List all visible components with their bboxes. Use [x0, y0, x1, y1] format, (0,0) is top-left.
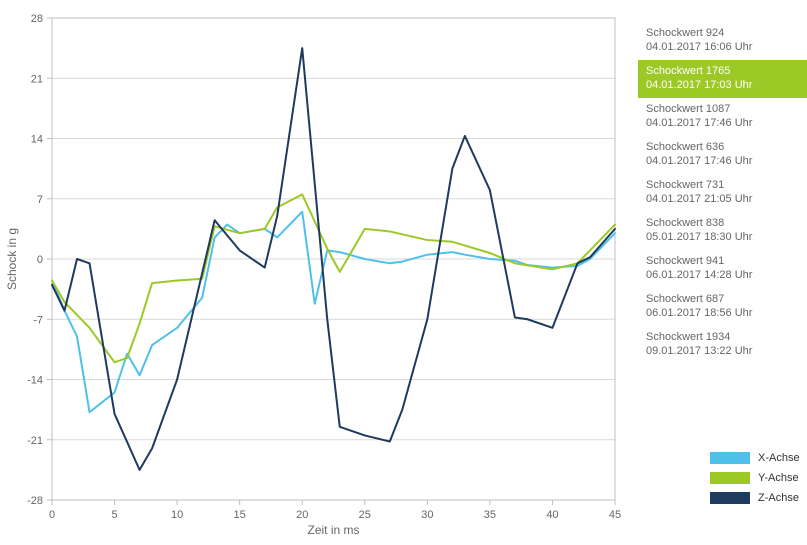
chart-svg: 0 5 10 15 20 25 30 35 40 45 -28 -21 -14 -7 0 7 14 21 28 Zei…	[0, 0, 630, 540]
event-item-title: Schockwert 838	[646, 216, 800, 230]
legend-item[interactable]: Y-Achse	[710, 468, 802, 488]
svg-text:10: 10	[171, 509, 183, 521]
event-item[interactable]: Schockwert 193409.01.2017 13:22 Uhr	[638, 326, 807, 364]
legend-swatch	[710, 452, 750, 464]
svg-text:0: 0	[49, 509, 55, 521]
event-item[interactable]: Schockwert 73104.01.2017 21:05 Uhr	[638, 174, 807, 212]
event-item[interactable]: Schockwert 83805.01.2017 18:30 Uhr	[638, 212, 807, 250]
svg-text:15: 15	[234, 509, 246, 521]
legend-swatch	[710, 472, 750, 484]
legend-label: Z-Achse	[758, 492, 802, 504]
event-item-title: Schockwert 941	[646, 254, 800, 268]
event-item[interactable]: Schockwert 94106.01.2017 14:28 Uhr	[638, 250, 807, 288]
event-item[interactable]: Schockwert 92404.01.2017 16:06 Uhr	[638, 22, 807, 60]
event-item[interactable]: Schockwert 108704.01.2017 17:46 Uhr	[638, 98, 807, 136]
svg-text:21: 21	[31, 73, 43, 85]
svg-text:35: 35	[484, 509, 496, 521]
legend-item[interactable]: X-Achse	[710, 448, 802, 468]
event-item[interactable]: Schockwert 63604.01.2017 17:46 Uhr	[638, 136, 807, 174]
event-item-title: Schockwert 924	[646, 26, 800, 40]
svg-text:-28: -28	[27, 495, 43, 507]
event-item-timestamp: 04.01.2017 17:46 Uhr	[646, 154, 800, 168]
svg-text:45: 45	[609, 509, 621, 521]
svg-text:5: 5	[111, 509, 117, 521]
event-item-timestamp: 06.01.2017 18:56 Uhr	[646, 306, 800, 320]
event-item-title: Schockwert 636	[646, 140, 800, 154]
y-axis-title: Schock in g	[5, 228, 19, 290]
svg-text:30: 30	[421, 509, 433, 521]
svg-text:-14: -14	[27, 375, 43, 387]
legend-swatch	[710, 492, 750, 504]
shock-chart: 0 5 10 15 20 25 30 35 40 45 -28 -21 -14 -7 0 7 14 21 28 Zei…	[0, 0, 630, 540]
svg-text:-7: -7	[33, 314, 43, 326]
event-item-title: Schockwert 1087	[646, 102, 800, 116]
event-item-timestamp: 04.01.2017 16:06 Uhr	[646, 40, 800, 54]
svg-text:20: 20	[296, 509, 308, 521]
event-item[interactable]: Schockwert 68706.01.2017 18:56 Uhr	[638, 288, 807, 326]
legend-item[interactable]: Z-Achse	[710, 488, 802, 508]
x-axis-title: Zeit in ms	[307, 523, 359, 537]
svg-text:40: 40	[546, 509, 558, 521]
svg-text:7: 7	[37, 194, 43, 206]
event-item-timestamp: 06.01.2017 14:28 Uhr	[646, 268, 800, 282]
event-item-timestamp: 04.01.2017 21:05 Uhr	[646, 192, 800, 206]
event-list: Schockwert 92404.01.2017 16:06 UhrSchock…	[638, 22, 807, 364]
svg-text:14: 14	[31, 134, 43, 146]
event-item-title: Schockwert 731	[646, 178, 800, 192]
event-item[interactable]: Schockwert 176504.01.2017 17:03 Uhr	[638, 60, 807, 98]
legend: X-Achse Y-Achse Z-Achse	[710, 448, 802, 508]
legend-label: Y-Achse	[758, 472, 802, 484]
event-item-title: Schockwert 687	[646, 292, 800, 306]
event-item-timestamp: 09.01.2017 13:22 Uhr	[646, 344, 800, 358]
svg-text:0: 0	[37, 254, 43, 266]
event-item-timestamp: 05.01.2017 18:30 Uhr	[646, 230, 800, 244]
event-item-timestamp: 04.01.2017 17:46 Uhr	[646, 116, 800, 130]
legend-label: X-Achse	[758, 452, 802, 464]
svg-text:28: 28	[31, 13, 43, 25]
svg-text:-21: -21	[27, 435, 43, 447]
event-item-title: Schockwert 1934	[646, 330, 800, 344]
svg-text:25: 25	[359, 509, 371, 521]
event-item-timestamp: 04.01.2017 17:03 Uhr	[646, 78, 800, 92]
event-item-title: Schockwert 1765	[646, 64, 800, 78]
